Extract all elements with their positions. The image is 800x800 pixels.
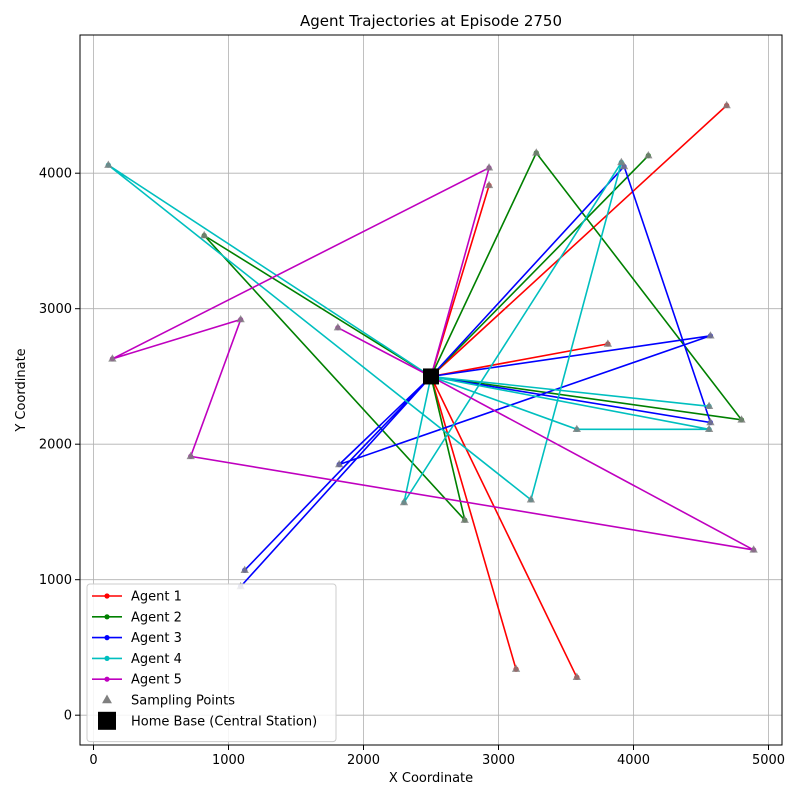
sampling-point-marker	[484, 163, 494, 171]
x-tick-label: 4000	[617, 753, 650, 768]
legend-swatch-point	[104, 593, 110, 599]
sampling-point-marker	[706, 331, 715, 339]
y-tick-label: 0	[64, 709, 72, 724]
axis-ticks: 0 1000 2000 3000 4000 5000 0 1000 2000 3000 4000	[39, 167, 785, 768]
sampling-point-marker	[617, 157, 626, 166]
x-tick-label: 1000	[212, 753, 245, 768]
home-base-markers	[423, 368, 439, 385]
x-tick-label: 2000	[347, 753, 380, 768]
sampling-point-marker	[399, 497, 409, 506]
y-tick-label: 3000	[39, 302, 72, 317]
sampling-point-marker	[333, 323, 342, 331]
sampling-point-marker	[603, 339, 612, 347]
sampling-point-marker	[749, 545, 758, 553]
sampling-point-marker	[335, 459, 344, 468]
sampling-point-marker	[737, 415, 746, 423]
x-tick-label: 3000	[482, 753, 515, 768]
sampling-point-marker	[572, 672, 581, 681]
home-base-marker	[423, 368, 439, 385]
chart-title: Agent Trajectories at Episode 2750	[300, 12, 562, 30]
legend-label: Agent 4	[131, 652, 182, 667]
legend-label: Agent 3	[131, 631, 182, 646]
legend-box	[86, 583, 337, 743]
sampling-point-marker	[619, 161, 629, 170]
y-tick-label: 1000	[39, 573, 72, 588]
sampling-point-marker	[532, 148, 541, 156]
legend-label: Agent 1	[131, 590, 182, 605]
sampling-point-marker	[108, 354, 117, 362]
sampling-point-marker	[706, 417, 715, 426]
x-tick-label: 5000	[752, 753, 785, 768]
sampling-point-marker	[200, 230, 209, 239]
y-tick-label: 4000	[39, 167, 72, 182]
legend-label: Home Base (Central Station)	[131, 714, 317, 729]
sampling-markers	[104, 100, 758, 681]
sampling-point-marker	[704, 424, 714, 433]
legend-swatch-square	[98, 711, 116, 730]
sampling-point-marker	[572, 424, 581, 433]
sampling-point-marker	[104, 160, 113, 168]
legend-swatch-point	[104, 676, 110, 682]
legend: Agent 1 Agent 2 Agent 3 Agent 4 Agent 5 Sampl…	[86, 583, 337, 743]
y-tick-label: 2000	[39, 438, 72, 453]
sampling-point-marker	[644, 150, 653, 159]
sampling-point-marker	[704, 401, 714, 410]
x-axis-label: X Coordinate	[389, 771, 473, 786]
legend-label: Sampling Points	[131, 694, 235, 709]
series-line	[203, 151, 744, 523]
sampling-point-marker	[236, 314, 245, 323]
x-tick-label: 0	[89, 753, 97, 768]
sampling-point-marker	[526, 495, 536, 503]
legend-swatch-point	[104, 655, 110, 662]
sampling-point-marker	[484, 180, 494, 189]
legend-swatch-point	[104, 635, 110, 641]
legend-swatch-triangle	[102, 694, 112, 704]
legend-label: Agent 5	[131, 673, 182, 688]
legend-swatch-point	[104, 614, 110, 620]
sampling-point-marker	[460, 515, 469, 523]
sampling-point-marker	[511, 664, 521, 672]
y-axis-label: Y Coordinate	[14, 348, 29, 432]
sampling-point-marker	[186, 451, 195, 460]
plot-frame	[79, 34, 783, 746]
series-line	[112, 166, 754, 551]
sampling-point-marker	[722, 100, 731, 109]
legend-label: Agent 2	[131, 610, 182, 625]
sampling-point-marker	[240, 565, 249, 573]
